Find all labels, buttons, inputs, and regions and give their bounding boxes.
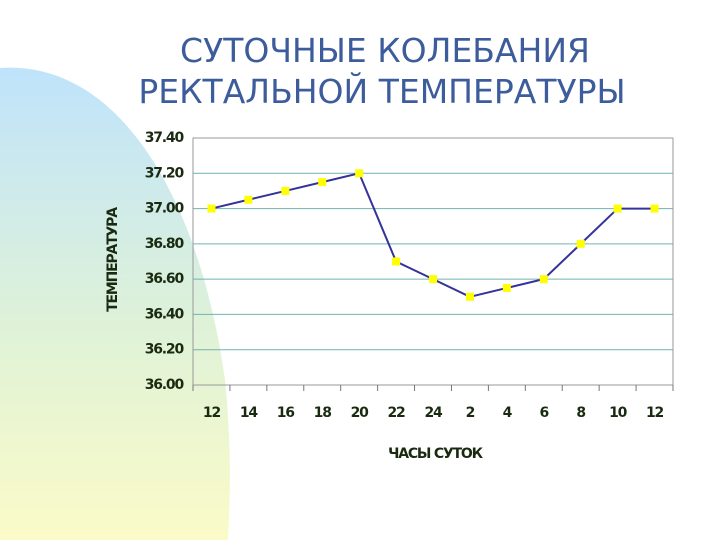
- y-tick-label: 37.00: [145, 201, 185, 217]
- x-tick-label: 16: [277, 405, 295, 421]
- x-tick-label: 6: [539, 405, 548, 421]
- x-tick-label: 22: [388, 405, 406, 421]
- x-tick-label: 10: [609, 405, 628, 421]
- marker: [465, 292, 474, 301]
- x-tick-label: 20: [351, 405, 370, 421]
- background-shape: [0, 67, 230, 540]
- x-tick-label: 2: [466, 405, 475, 421]
- marker: [392, 257, 401, 266]
- marker: [539, 275, 548, 284]
- y-tick-label: 37.20: [145, 165, 185, 181]
- y-tick-label: 36.80: [145, 236, 185, 252]
- y-axis-label: ТЕМПЕРАТУРА: [105, 207, 121, 312]
- marker: [576, 239, 585, 248]
- marker: [502, 283, 511, 292]
- marker: [613, 204, 622, 213]
- x-tick-label: 14: [240, 405, 259, 421]
- y-tick-label: 37.40: [145, 130, 185, 146]
- y-tick-label: 36.00: [145, 377, 185, 393]
- x-tick-label: 12: [646, 405, 664, 421]
- y-tick-label: 36.20: [145, 342, 185, 358]
- marker: [318, 178, 327, 187]
- x-tick-label: 8: [576, 405, 585, 421]
- marker: [355, 169, 364, 178]
- y-tick-label: 36.60: [145, 271, 185, 287]
- marker: [429, 275, 437, 284]
- x-axis-label: ЧАСЫ СУТОК: [388, 446, 484, 462]
- x-tick-label: 4: [503, 405, 513, 421]
- y-tick-label: 36.40: [145, 306, 185, 322]
- x-tick-label: 24: [424, 405, 443, 421]
- plot-border: [192, 137, 674, 386]
- chart-title: СУТОЧНЫЕ КОЛЕБАНИЯ: [180, 31, 590, 70]
- marker: [650, 204, 659, 213]
- chart-title: РЕКТАЛЬНОЙ ТЕМПЕРАТУРЫ: [138, 71, 625, 111]
- marker: [207, 204, 216, 213]
- x-tick-label: 18: [314, 405, 332, 421]
- marker: [244, 195, 253, 204]
- marker: [281, 186, 290, 195]
- x-tick-label: 12: [203, 405, 221, 421]
